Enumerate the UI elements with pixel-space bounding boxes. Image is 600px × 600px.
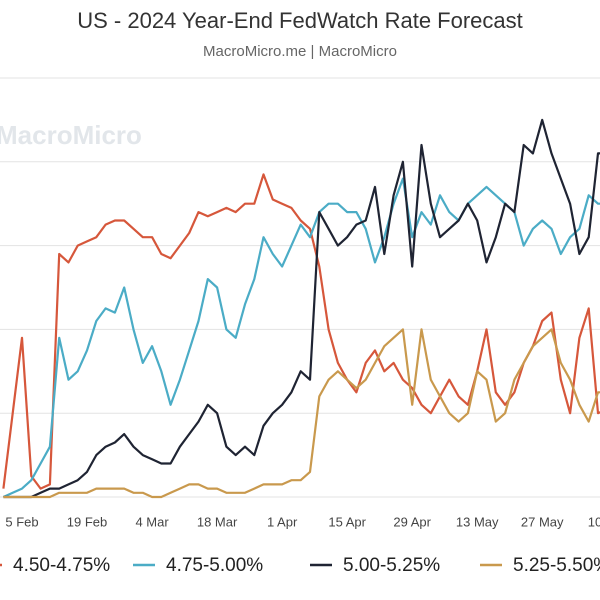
series-line <box>3 118 600 499</box>
series-line <box>2 177 600 499</box>
watermark: MacroMicro <box>0 120 142 150</box>
chart-title: US - 2024 Year-End FedWatch Rate Forecas… <box>77 8 523 33</box>
x-tick-label: 19 Feb <box>67 514 107 529</box>
x-tick-label: 1 Apr <box>267 514 298 529</box>
x-tick-label: 15 Apr <box>328 514 366 529</box>
legend-label: 4.50-4.75% <box>13 555 110 576</box>
legend-label: 5.25-5.50% <box>513 555 600 576</box>
x-tick-label: 27 May <box>521 514 564 529</box>
series-line <box>2 173 600 490</box>
x-tick-label: 10 Jun <box>588 514 600 529</box>
x-tick-label: 29 Apr <box>393 514 431 529</box>
chart-subtitle: MacroMicro.me | MacroMicro <box>203 43 397 60</box>
x-tick-label: 13 May <box>456 514 499 529</box>
x-tick-label: 18 Mar <box>197 514 238 529</box>
x-tick-label: 5 Feb <box>5 514 38 529</box>
legend-label: 5.00-5.25% <box>343 555 440 576</box>
x-tick-label: 4 Mar <box>135 514 169 529</box>
legend-label: 4.75-5.00% <box>166 555 263 576</box>
series-line <box>3 328 600 499</box>
